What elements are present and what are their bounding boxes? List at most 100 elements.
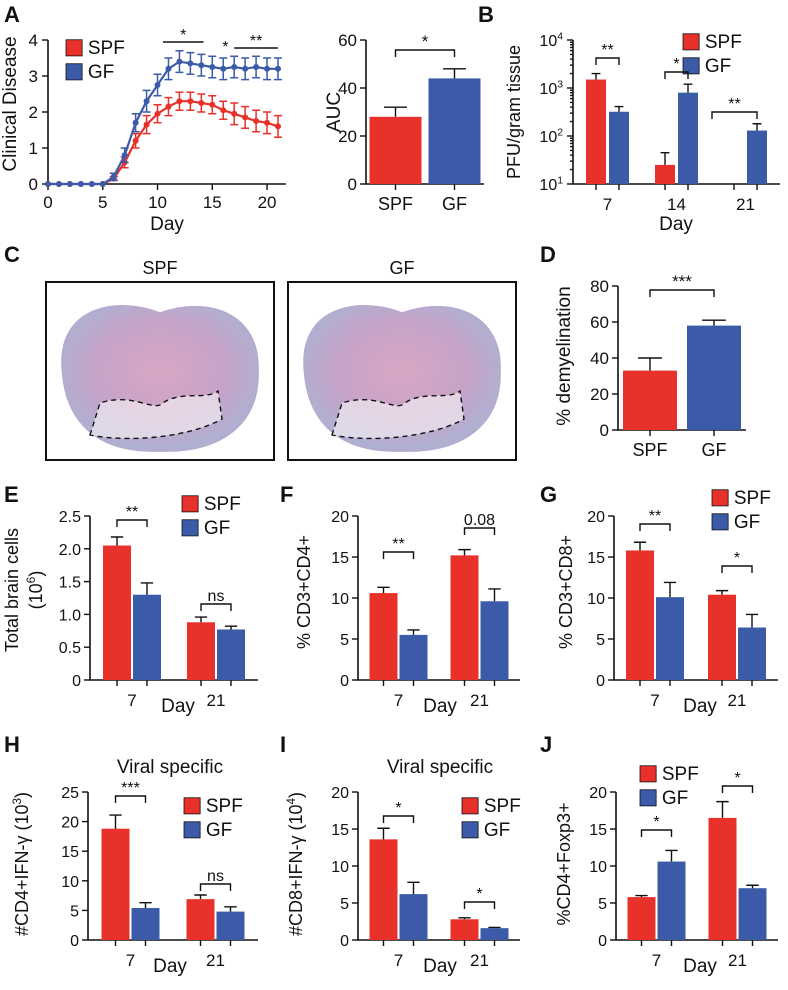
point-a1-spf <box>154 110 161 117</box>
ytick-label-G: 20 <box>587 509 605 526</box>
point-a1-gf <box>88 181 95 187</box>
sig-a2-bracket <box>394 49 456 57</box>
ytick-label-A2: 40 <box>338 79 357 98</box>
sig-j-2-label: * <box>734 770 740 787</box>
ytick-label-B: 103 <box>539 80 563 98</box>
ylabel-e-2: (106) <box>24 571 46 610</box>
ytick-label-A2: 20 <box>338 127 357 146</box>
bar-H-gf-21 <box>216 911 245 940</box>
sig-f-2-bracket <box>463 527 496 535</box>
errorbar-J <box>665 849 678 862</box>
legend-swatch-gf <box>181 519 199 537</box>
legend-label-gf: GF <box>662 788 688 809</box>
sig-b-1-bracket <box>595 57 620 65</box>
bar-E-spf-21 <box>187 622 215 680</box>
point-a1-gf <box>66 181 73 187</box>
errorbar-A2 <box>384 106 407 117</box>
errorbar-G <box>633 541 647 551</box>
point-a1-gf <box>55 181 62 187</box>
bar-E-gf-21 <box>217 629 245 680</box>
sig-i-2-label: * <box>476 886 482 903</box>
ylabel-h: #CD4+IFN-γ (103) <box>11 792 32 936</box>
errorbar-G <box>663 581 677 598</box>
histology-frame-gf <box>287 281 517 461</box>
sig-b-3-label: ** <box>728 96 740 113</box>
xtick-label-A2: GF <box>442 194 467 214</box>
sig-b-2-label: * <box>673 56 679 73</box>
errorbar-A2 <box>443 68 466 79</box>
bar-B-gf-7 <box>609 111 629 184</box>
legend-swatch-gf <box>65 63 83 81</box>
legend-swatch-gf <box>639 789 657 807</box>
ytick-label-a1: 2 <box>29 103 38 122</box>
point-a1-spf <box>209 101 216 108</box>
legend-label-gf: GF <box>734 512 760 533</box>
bar-J-gf-7 <box>657 861 686 940</box>
bar-D-spf-SPF <box>623 370 677 430</box>
legend-swatch-spf <box>639 765 657 783</box>
ytick-label-J: 20 <box>589 785 607 802</box>
point-a1-gf <box>132 119 139 126</box>
errorbar-I <box>458 917 471 920</box>
sig-i-1-bracket <box>382 815 415 823</box>
legend-label-gf: GF <box>484 820 510 841</box>
errorbar-H <box>139 902 152 909</box>
ytick-label-J: 10 <box>589 859 607 876</box>
xlabel-i: Day <box>423 956 457 977</box>
bar-I-spf-7 <box>369 839 398 940</box>
legend-label-spf: SPF <box>662 764 699 785</box>
sig-g-2-bracket <box>721 565 753 573</box>
ytick-label-a1: 0 <box>29 175 38 194</box>
errorbar-F <box>377 586 390 594</box>
xlabel-b: Day <box>659 214 693 235</box>
errorbar-I <box>377 827 390 840</box>
histology-label-gf: GF <box>390 258 415 278</box>
sig-a1-label-3: ** <box>250 33 262 50</box>
ytick-label-G: 10 <box>587 591 605 608</box>
legend-swatch-spf <box>682 33 700 51</box>
xtick-label-J: 7 <box>652 951 661 970</box>
ytick-label-J: 15 <box>589 822 607 839</box>
errorbar-E <box>194 616 208 623</box>
ytick-label-I: 20 <box>331 785 349 802</box>
errorbar-F <box>458 548 471 556</box>
legend-swatch-spf <box>461 797 479 815</box>
xtick-label-A2: SPF <box>378 194 413 214</box>
point-a1-gf <box>165 65 172 72</box>
errorbar-G <box>715 589 729 595</box>
sig-a1-label-2: * <box>222 39 228 56</box>
sig-e-1-bracket <box>116 519 148 527</box>
demyelination-outline-spf <box>89 389 223 440</box>
legend-swatch-gf <box>183 821 201 839</box>
sig-j-1-bracket <box>640 829 673 837</box>
bar-G-gf-21 <box>738 627 766 680</box>
bar-H-spf-21 <box>186 899 215 940</box>
errorbar-B <box>614 105 624 112</box>
bar-H-spf-7 <box>101 828 130 940</box>
xtick-label-B: 7 <box>603 195 612 214</box>
bar-A2-spf-SPF <box>369 116 422 184</box>
legend-swatch-spf <box>183 797 201 815</box>
ytick-label-E: 1.0 <box>59 607 81 624</box>
point-a1-gf <box>220 65 227 72</box>
ytick-label-D: 60 <box>590 313 609 332</box>
point-a1-spf <box>165 103 172 110</box>
point-a1-gf <box>99 181 106 187</box>
sig-g-2-label: * <box>734 550 740 567</box>
ytick-label-J: 0 <box>598 933 607 950</box>
sig-f-1-label: ** <box>392 536 404 553</box>
ytick-label-J: 5 <box>598 896 607 913</box>
ytick-label-D: 40 <box>590 349 609 368</box>
ylabel-d: % demyelination <box>554 286 575 425</box>
xlabel-g: Day <box>683 696 717 717</box>
point-a1-spf <box>264 119 271 126</box>
panel-letter-c: C <box>4 242 20 267</box>
bar-G-gf-7 <box>656 597 684 680</box>
sig-e-2-bracket <box>200 603 232 611</box>
ytick-label-I: 5 <box>340 896 349 913</box>
panel-letter-d: D <box>540 242 556 267</box>
xtick-label-I: 7 <box>394 951 403 970</box>
bar-B-spf-7 <box>586 79 606 184</box>
title-h: Viral specific <box>117 757 223 778</box>
sig-h-2-label: ns <box>207 868 224 885</box>
